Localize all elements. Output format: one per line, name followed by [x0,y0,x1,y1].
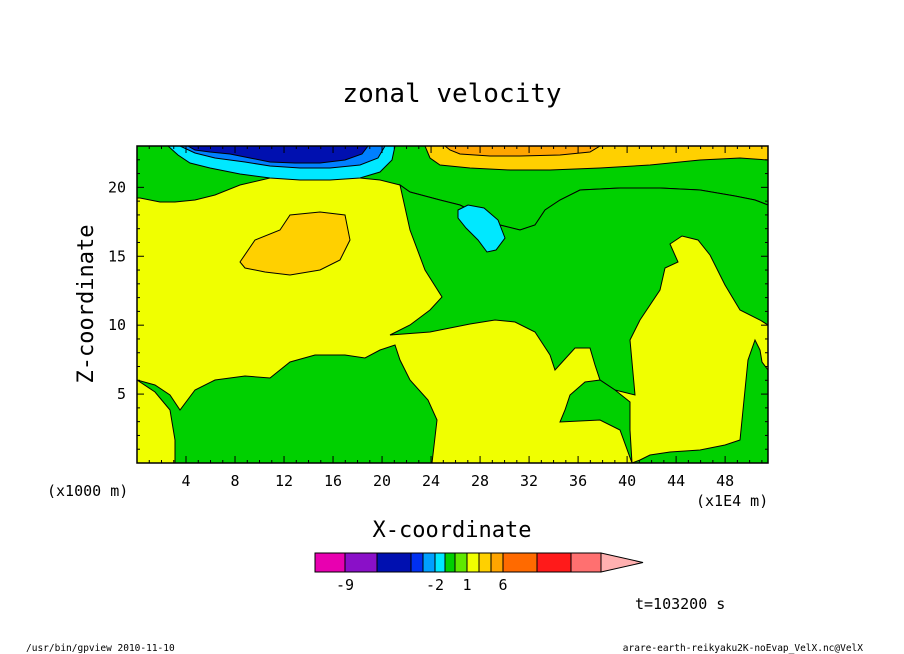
x-unit-label: (x1E4 m) [696,492,768,510]
plot-frame [136,145,769,464]
region-blue-top [186,146,369,164]
x-tick-label: 40 [618,472,636,490]
y-axis-ticks: 5 10 15 20 [108,159,768,450]
colorbar-arrow [600,552,644,573]
colorbar-bin [570,552,602,573]
colorbar-bin [422,552,436,573]
colorbar-bin [490,552,504,573]
x-tick-label: 44 [667,472,685,490]
chart-title: zonal velocity [342,79,561,109]
x-axis-ticks: 4 8 12 16 20 24 28 32 36 40 44 48 [148,146,763,490]
region-green-bottom [137,344,438,463]
colorbar-tick-label: -2 [426,576,444,594]
x-tick-label: 4 [181,472,190,490]
region-cyan-blob [457,204,506,253]
x-tick-label: 28 [471,472,489,490]
y-axis-label: Z-coordinate [74,225,99,384]
colorbar-bin [376,552,412,573]
colorbar-bin [444,552,456,573]
x-tick-label: 12 [275,472,293,490]
footer-left: /usr/bin/gpview 2010-11-10 [26,643,175,654]
x-tick-label: 24 [422,472,440,490]
colorbar-bin [466,552,480,573]
colorbar-tick-label: 6 [498,576,507,594]
y-tick-label: 5 [117,385,126,403]
colorbar-tick-label: -9 [336,576,354,594]
colorbar-bin [410,552,424,573]
y-tick-label: 20 [108,178,126,196]
x-axis-label: X-coordinate [373,518,532,543]
colorbar-bin [314,552,346,573]
colorbar-tick-label: 1 [462,576,471,594]
colorbar-bin [478,552,492,573]
region-green-bottom-right [559,338,768,463]
colorbar-bin [344,552,378,573]
colorbar-bin [434,552,446,573]
x-tick-label: 8 [231,472,240,490]
colorbar: -9 -2 1 6 [314,552,644,594]
x-tick-label: 16 [324,472,342,490]
colorbar-bin [454,552,468,573]
colorbar-bin [502,552,538,573]
x-tick-label: 20 [373,472,391,490]
time-label: t=103200 s [635,595,725,613]
x-tick-label: 36 [569,472,587,490]
footer-right: arare-earth-reikyaku2K-noEvap_VelX.nc@Ve… [623,643,863,654]
y-tick-label: 15 [108,247,126,265]
colorbar-bin [536,552,572,573]
x-tick-label: 48 [716,472,734,490]
region-light-orange-blob [239,211,351,276]
region-orange-top [444,146,601,157]
x-tick-label: 32 [520,472,538,490]
y-tick-label: 10 [108,316,126,334]
y-unit-label: (x1000 m) [47,482,128,500]
